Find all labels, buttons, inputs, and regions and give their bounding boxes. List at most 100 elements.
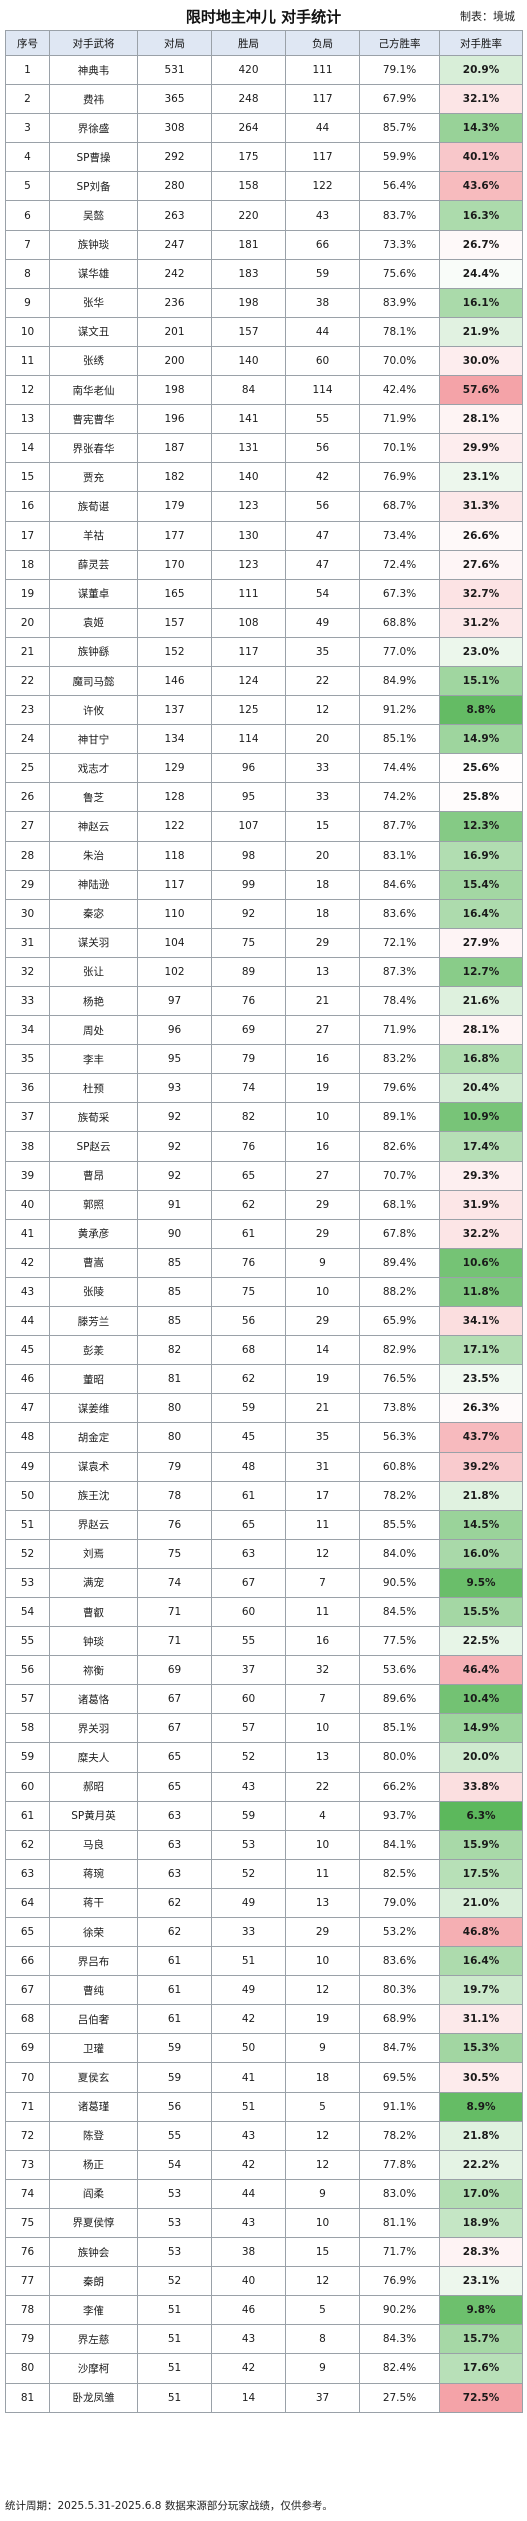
- opponent-winrate-cell: 57.6%: [439, 375, 523, 406]
- opponent-name-cell: 卧龙凤雏: [49, 2382, 138, 2413]
- opponent-name-cell: 族荀采: [49, 1102, 138, 1133]
- table-row: 24 神甘宁 134 114 20 85.1% 14.9%: [5, 724, 523, 755]
- own-winrate-cell: 87.3%: [359, 956, 440, 988]
- table-row: 20 袁姬 157 108 49 68.8% 31.2%: [5, 607, 523, 638]
- losses-cell: 21: [285, 985, 360, 1017]
- table-row: 58 界关羽 67 57 10 85.1% 14.9%: [5, 1713, 523, 1744]
- opponent-winrate-cell: 43.6%: [439, 171, 523, 202]
- own-winrate-cell: 78.2%: [359, 1480, 440, 1511]
- own-winrate-cell: 77.5%: [359, 1626, 440, 1657]
- games-cell: 179: [137, 491, 212, 522]
- wins-cell: 131: [211, 433, 286, 464]
- opponent-name-cell: 祢衡: [49, 1655, 138, 1686]
- header-index: 序号: [5, 30, 50, 56]
- wins-cell: 114: [211, 724, 286, 755]
- games-cell: 128: [137, 782, 212, 813]
- games-cell: 280: [137, 171, 212, 202]
- opponent-winrate-cell: 30.5%: [439, 2062, 523, 2093]
- table-row: 4 SP曹操 292 175 117 59.9% 40.1%: [5, 142, 523, 173]
- index-cell: 6: [5, 200, 50, 231]
- own-winrate-cell: 91.1%: [359, 2091, 440, 2122]
- table-row: 79 界左慈 51 43 8 84.3% 15.7%: [5, 2324, 523, 2355]
- index-cell: 67: [5, 1975, 50, 2006]
- wins-cell: 69: [211, 1015, 286, 1046]
- games-cell: 63: [137, 1858, 212, 1889]
- index-cell: 14: [5, 433, 50, 464]
- own-winrate-cell: 88.2%: [359, 1276, 440, 1308]
- own-winrate-cell: 69.5%: [359, 2062, 440, 2093]
- own-winrate-cell: 68.7%: [359, 491, 440, 522]
- games-cell: 118: [137, 840, 212, 871]
- losses-cell: 5: [285, 2295, 360, 2326]
- games-cell: 65: [137, 1742, 212, 1773]
- opponent-name-cell: SP赵云: [49, 1131, 138, 1162]
- index-cell: 23: [5, 695, 50, 726]
- index-cell: 81: [5, 2382, 50, 2413]
- opponent-name-cell: 族钟琰: [49, 229, 138, 260]
- games-cell: 75: [137, 1538, 212, 1569]
- games-cell: 146: [137, 665, 212, 697]
- opponent-winrate-cell: 17.0%: [439, 2178, 523, 2209]
- table-row: 71 诸葛瑾 56 51 5 91.1% 8.9%: [5, 2091, 523, 2122]
- wins-cell: 76: [211, 1247, 286, 1278]
- opponent-winrate-cell: 27.9%: [439, 927, 523, 958]
- wins-cell: 220: [211, 200, 286, 231]
- games-cell: 137: [137, 695, 212, 726]
- own-winrate-cell: 74.2%: [359, 782, 440, 813]
- index-cell: 48: [5, 1422, 50, 1453]
- wins-cell: 63: [211, 1538, 286, 1569]
- games-cell: 53: [137, 2237, 212, 2268]
- opponent-winrate-cell: 23.5%: [439, 1364, 523, 1395]
- wins-cell: 123: [211, 549, 286, 580]
- opponent-name-cell: 秦朗: [49, 2266, 138, 2297]
- opponent-name-cell: 羊祜: [49, 520, 138, 551]
- opponent-name-cell: 界夏侯惇: [49, 2207, 138, 2239]
- opponent-name-cell: 朱治: [49, 840, 138, 871]
- wins-cell: 158: [211, 171, 286, 202]
- index-cell: 8: [5, 258, 50, 289]
- own-winrate-cell: 67.8%: [359, 1218, 440, 1249]
- losses-cell: 15: [285, 2237, 360, 2268]
- opponent-winrate-cell: 12.7%: [439, 956, 523, 988]
- table-body: 1 神典韦 531 420 111 79.1% 20.9% 2 费祎 365 248 117 67.9%…: [5, 54, 523, 2413]
- table-row: 39 曹昂 92 65 27 70.7% 29.3%: [5, 1160, 523, 1191]
- opponent-winrate-cell: 14.3%: [439, 113, 523, 144]
- wins-cell: 68: [211, 1335, 286, 1366]
- wins-cell: 43: [211, 1771, 286, 1802]
- index-cell: 10: [5, 316, 50, 347]
- games-cell: 247: [137, 229, 212, 260]
- own-winrate-cell: 73.3%: [359, 229, 440, 260]
- wins-cell: 108: [211, 607, 286, 638]
- opponent-winrate-cell: 22.5%: [439, 1626, 523, 1657]
- wins-cell: 42: [211, 2149, 286, 2180]
- index-cell: 35: [5, 1044, 50, 1075]
- index-cell: 36: [5, 1073, 50, 1104]
- own-winrate-cell: 82.4%: [359, 2353, 440, 2384]
- opponent-winrate-cell: 72.5%: [439, 2382, 523, 2413]
- opponent-winrate-cell: 39.2%: [439, 1451, 523, 1482]
- index-cell: 19: [5, 578, 50, 609]
- opponent-name-cell: 界吕布: [49, 1946, 138, 1977]
- games-cell: 80: [137, 1393, 212, 1424]
- opponent-winrate-cell: 6.3%: [439, 1800, 523, 1831]
- games-cell: 201: [137, 316, 212, 347]
- own-winrate-cell: 79.6%: [359, 1073, 440, 1104]
- losses-cell: 9: [285, 2353, 360, 2384]
- games-cell: 59: [137, 2062, 212, 2093]
- index-cell: 27: [5, 811, 50, 842]
- games-cell: 90: [137, 1218, 212, 1249]
- opponent-name-cell: 郭照: [49, 1189, 138, 1220]
- wins-cell: 53: [211, 1829, 286, 1860]
- games-cell: 51: [137, 2324, 212, 2355]
- table-row: 70 夏侯玄 59 41 18 69.5% 30.5%: [5, 2062, 523, 2093]
- losses-cell: 66: [285, 229, 360, 260]
- opponent-winrate-cell: 26.3%: [439, 1393, 523, 1424]
- opponent-winrate-cell: 15.5%: [439, 1596, 523, 1628]
- table-row: 50 族王沈 78 61 17 78.2% 21.8%: [5, 1480, 523, 1511]
- games-cell: 308: [137, 113, 212, 144]
- opponent-winrate-cell: 10.9%: [439, 1102, 523, 1133]
- opponent-name-cell: 神典韦: [49, 54, 138, 86]
- wins-cell: 98: [211, 840, 286, 871]
- opponent-name-cell: SP黄月英: [49, 1800, 138, 1831]
- own-winrate-cell: 89.6%: [359, 1684, 440, 1715]
